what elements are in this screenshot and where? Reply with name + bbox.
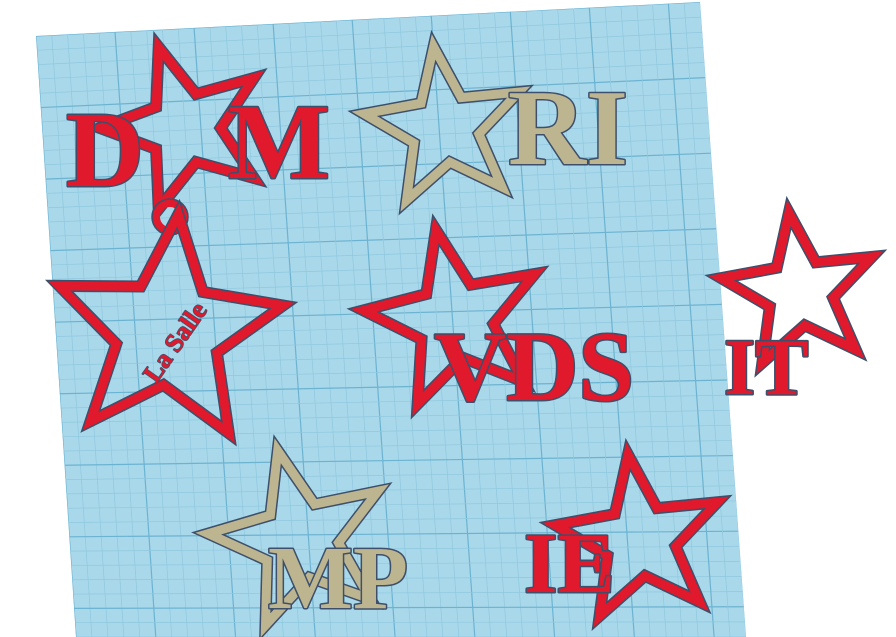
star-icon <box>708 200 884 374</box>
keychain-dam[interactable]: D M <box>65 30 331 226</box>
star-icon <box>350 217 546 416</box>
grid-line <box>636 5 683 637</box>
keychain-dam-letter-m: M <box>228 83 330 202</box>
keychain-mp-text: MP <box>268 529 408 628</box>
star-icon <box>542 442 729 628</box>
grid-line <box>74 606 744 609</box>
keychain-vds-text: VDS <box>434 311 634 422</box>
grid-line <box>683 2 731 637</box>
grid-line <box>604 6 651 637</box>
grid-line <box>69 530 739 538</box>
grid-line <box>75 621 745 624</box>
keychain-mp[interactable]: MP <box>191 434 409 637</box>
grid-line <box>667 3 715 637</box>
keychain-ri-text: RI <box>508 69 628 188</box>
keychain-it[interactable]: IT <box>704 195 888 414</box>
star-icon <box>351 34 531 212</box>
grid-line <box>72 576 742 581</box>
star-icon <box>48 202 295 444</box>
keychain-ri[interactable]: RI <box>347 29 630 216</box>
star-icon <box>87 34 265 222</box>
grid-line <box>71 561 741 566</box>
star-icon <box>195 438 389 637</box>
grid-line <box>620 6 667 637</box>
keychain-ie-text: IE <box>524 515 615 611</box>
keychain-ie[interactable]: IE <box>523 437 733 632</box>
keychain-dam-letter-d: D <box>66 91 144 210</box>
grid-line <box>70 545 740 552</box>
keychain-vds[interactable]: VDS <box>346 213 636 424</box>
keychain-it-text: IT <box>724 324 809 412</box>
